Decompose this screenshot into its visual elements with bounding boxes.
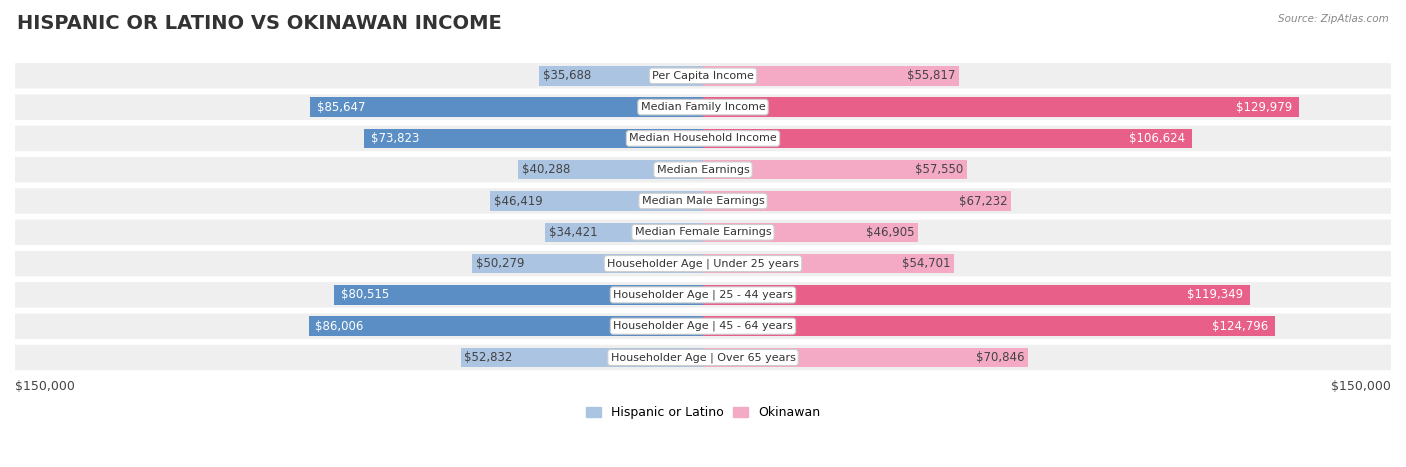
Bar bbox=[546, 223, 703, 242]
Text: $73,823: $73,823 bbox=[371, 132, 419, 145]
Bar bbox=[311, 98, 703, 117]
Text: Median Household Income: Median Household Income bbox=[628, 134, 778, 143]
Text: $50,279: $50,279 bbox=[475, 257, 524, 270]
Bar bbox=[461, 348, 703, 367]
Text: Householder Age | Under 25 years: Householder Age | Under 25 years bbox=[607, 258, 799, 269]
Bar bbox=[491, 191, 703, 211]
Text: $57,550: $57,550 bbox=[915, 163, 963, 176]
FancyBboxPatch shape bbox=[1, 312, 1405, 340]
Text: $46,905: $46,905 bbox=[866, 226, 915, 239]
Legend: Hispanic or Latino, Okinawan: Hispanic or Latino, Okinawan bbox=[581, 401, 825, 424]
Bar bbox=[703, 160, 967, 179]
Text: $85,647: $85,647 bbox=[316, 100, 366, 113]
Bar bbox=[703, 98, 1299, 117]
Bar bbox=[703, 348, 1028, 367]
Bar bbox=[364, 129, 703, 148]
Text: $106,624: $106,624 bbox=[1129, 132, 1185, 145]
Bar bbox=[703, 66, 959, 85]
Text: $67,232: $67,232 bbox=[959, 195, 1008, 207]
Text: Householder Age | Over 65 years: Householder Age | Over 65 years bbox=[610, 352, 796, 363]
Text: Per Capita Income: Per Capita Income bbox=[652, 71, 754, 81]
Text: $119,349: $119,349 bbox=[1188, 289, 1243, 301]
Bar bbox=[703, 254, 953, 273]
Text: $55,817: $55,817 bbox=[907, 69, 956, 82]
Bar bbox=[333, 285, 703, 304]
Text: Median Earnings: Median Earnings bbox=[657, 165, 749, 175]
Text: $54,701: $54,701 bbox=[903, 257, 950, 270]
Text: $46,419: $46,419 bbox=[494, 195, 543, 207]
Bar bbox=[703, 285, 1250, 304]
Bar bbox=[472, 254, 703, 273]
FancyBboxPatch shape bbox=[1, 93, 1405, 121]
Text: Median Family Income: Median Family Income bbox=[641, 102, 765, 112]
FancyBboxPatch shape bbox=[1, 281, 1405, 309]
FancyBboxPatch shape bbox=[1, 250, 1405, 277]
Text: Source: ZipAtlas.com: Source: ZipAtlas.com bbox=[1278, 14, 1389, 24]
Text: HISPANIC OR LATINO VS OKINAWAN INCOME: HISPANIC OR LATINO VS OKINAWAN INCOME bbox=[17, 14, 502, 33]
Text: $40,288: $40,288 bbox=[522, 163, 569, 176]
Bar bbox=[703, 191, 1011, 211]
Bar bbox=[703, 223, 918, 242]
Text: Householder Age | 25 - 44 years: Householder Age | 25 - 44 years bbox=[613, 290, 793, 300]
FancyBboxPatch shape bbox=[1, 156, 1405, 184]
FancyBboxPatch shape bbox=[1, 344, 1405, 371]
Text: $80,515: $80,515 bbox=[340, 289, 389, 301]
Text: $70,846: $70,846 bbox=[976, 351, 1025, 364]
Bar bbox=[703, 129, 1192, 148]
Text: $86,006: $86,006 bbox=[315, 320, 364, 333]
Text: $150,000: $150,000 bbox=[1331, 380, 1391, 393]
FancyBboxPatch shape bbox=[1, 62, 1405, 90]
FancyBboxPatch shape bbox=[1, 125, 1405, 152]
Bar bbox=[519, 160, 703, 179]
Text: $124,796: $124,796 bbox=[1212, 320, 1268, 333]
FancyBboxPatch shape bbox=[1, 219, 1405, 246]
Text: $129,979: $129,979 bbox=[1236, 100, 1292, 113]
Bar bbox=[703, 317, 1275, 336]
Bar bbox=[540, 66, 703, 85]
FancyBboxPatch shape bbox=[1, 187, 1405, 215]
Bar bbox=[308, 317, 703, 336]
Text: $52,832: $52,832 bbox=[464, 351, 513, 364]
Text: Median Female Earnings: Median Female Earnings bbox=[634, 227, 772, 237]
Text: Median Male Earnings: Median Male Earnings bbox=[641, 196, 765, 206]
Text: $34,421: $34,421 bbox=[548, 226, 598, 239]
Text: $150,000: $150,000 bbox=[15, 380, 75, 393]
Text: Householder Age | 45 - 64 years: Householder Age | 45 - 64 years bbox=[613, 321, 793, 332]
Text: $35,688: $35,688 bbox=[543, 69, 591, 82]
